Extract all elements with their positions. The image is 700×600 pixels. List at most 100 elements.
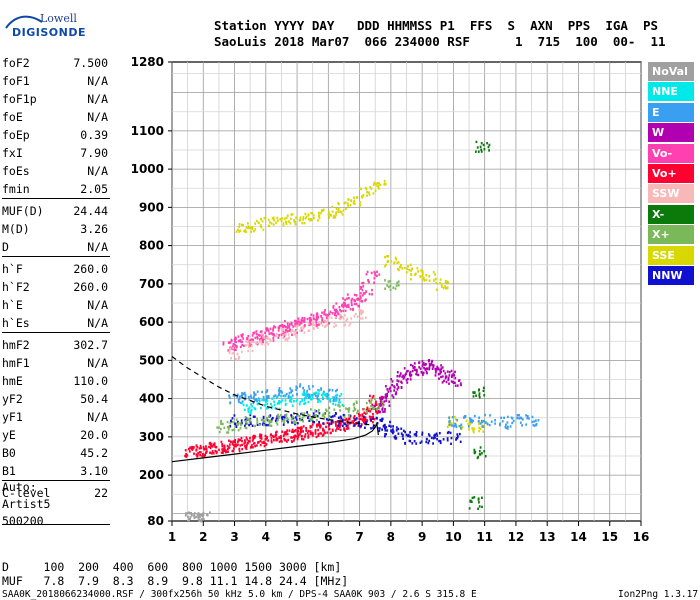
data-point: [417, 373, 420, 377]
data-point: [256, 219, 258, 223]
data-point: [368, 399, 371, 402]
data-point: [244, 394, 247, 397]
data-point: [222, 451, 224, 455]
data-point: [505, 423, 507, 426]
data-point: [326, 392, 329, 396]
param-row: yF1 N/A: [2, 410, 108, 428]
data-point: [434, 433, 436, 436]
data-point: [308, 414, 311, 417]
data-point: [287, 333, 290, 336]
logo-line1: Lowell: [40, 12, 77, 25]
data-point: [504, 426, 507, 429]
data-point: [335, 396, 338, 399]
data-point: [401, 434, 404, 438]
data-point: [454, 424, 457, 427]
data-point: [301, 416, 304, 419]
data-point: [309, 425, 312, 428]
data-point: [330, 214, 332, 217]
data-point: [289, 323, 291, 326]
data-point: [291, 436, 294, 439]
param-row: foF1p N/A: [2, 92, 108, 110]
data-point: [259, 224, 262, 227]
data-point: [425, 363, 427, 366]
data-point: [323, 390, 325, 393]
data-point: [343, 422, 346, 426]
data-point: [273, 400, 275, 403]
data-point: [285, 414, 287, 417]
data-point: [320, 393, 323, 397]
data-point: [395, 392, 397, 396]
data-point: [284, 399, 287, 402]
data-point: [445, 380, 448, 384]
data-point: [275, 418, 278, 421]
data-point: [199, 444, 202, 448]
data-point: [355, 417, 358, 420]
data-point: [516, 416, 519, 420]
data-point: [358, 298, 360, 301]
data-point: [450, 380, 453, 383]
data-point: [379, 419, 382, 422]
data-point: [318, 398, 320, 402]
y-tick-label: 80: [147, 514, 164, 528]
data-point: [334, 216, 337, 219]
data-point: [298, 323, 301, 326]
data-point: [283, 328, 285, 331]
data-point: [432, 271, 435, 274]
data-point: [317, 423, 320, 426]
data-point: [388, 424, 391, 427]
data-point: [301, 418, 304, 422]
param-name: hmF1: [2, 356, 30, 370]
y-tick-label: 300: [139, 430, 164, 444]
data-point: [372, 405, 374, 409]
data-point: [247, 439, 250, 443]
data-point: [358, 304, 360, 308]
data-point: [226, 444, 229, 448]
data-point: [453, 415, 456, 419]
data-point: [337, 202, 340, 205]
data-point: [344, 418, 347, 422]
data-point: [296, 392, 298, 396]
data-point: [356, 196, 358, 199]
data-point: [460, 427, 462, 430]
data-point: [271, 217, 274, 220]
data-point: [227, 450, 229, 453]
data-point: [396, 371, 399, 374]
data-point: [327, 316, 330, 319]
param-value: 2.05: [80, 182, 108, 196]
data-point: [345, 207, 347, 211]
data-point: [503, 416, 505, 419]
param-row: foE N/A: [2, 110, 108, 128]
legend-item: Vo-: [648, 143, 694, 163]
param-value: 110.0: [73, 374, 108, 388]
data-point: [261, 441, 264, 444]
data-point: [532, 423, 535, 427]
y-tick-label: 1280: [131, 55, 164, 69]
data-point: [351, 297, 354, 301]
data-point: [413, 440, 416, 443]
data-point: [369, 394, 371, 398]
data-point: [452, 381, 455, 384]
data-point: [319, 211, 322, 215]
data-point: [346, 427, 348, 430]
data-point: [396, 388, 399, 391]
data-point: [317, 434, 320, 437]
data-point: [294, 319, 296, 323]
param-row: h`F2 260.0: [2, 280, 108, 298]
data-point: [268, 415, 270, 418]
data-point: [511, 417, 514, 420]
param-value: 3.26: [80, 222, 108, 236]
data-point: [421, 272, 424, 275]
data-point: [227, 428, 230, 431]
data-point: [339, 420, 342, 424]
param-value: 7.90: [80, 146, 108, 160]
data-point: [259, 433, 261, 436]
data-point: [353, 202, 356, 205]
data-point: [203, 448, 206, 451]
data-point: [267, 343, 270, 346]
data-point: [290, 436, 292, 439]
data-point: [201, 454, 204, 458]
data-point: [275, 430, 278, 433]
data-point: [301, 393, 304, 396]
data-point: [345, 407, 347, 410]
data-point: [359, 292, 362, 295]
